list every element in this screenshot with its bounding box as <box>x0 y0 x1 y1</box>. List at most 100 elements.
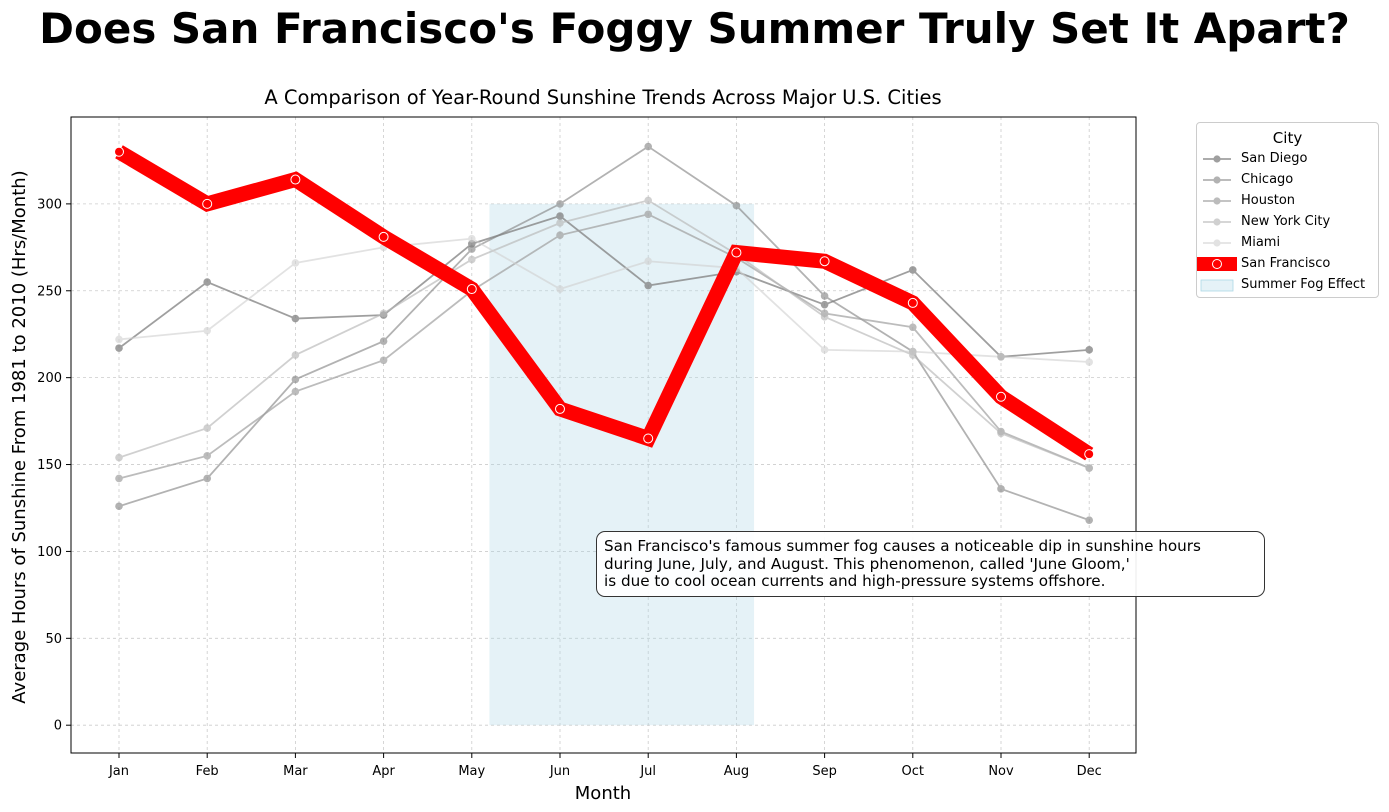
data-point <box>291 259 300 267</box>
data-point <box>291 314 300 323</box>
data-point <box>997 485 1005 493</box>
data-point <box>203 474 211 483</box>
data-point <box>555 403 565 414</box>
data-point <box>379 309 388 318</box>
data-point <box>115 502 123 511</box>
data-point <box>114 146 124 157</box>
legend-glyph <box>1203 197 1231 205</box>
data-point <box>1085 346 1093 354</box>
data-point <box>909 323 917 332</box>
data-point <box>1085 464 1093 472</box>
data-point <box>378 231 389 242</box>
x-tick-label: Sep <box>812 764 837 779</box>
data-point <box>909 347 917 356</box>
data-point <box>556 231 564 239</box>
series-line-chicago <box>118 145 1090 521</box>
y-tick-label: 50 <box>45 632 62 647</box>
legend-label: Miami <box>1241 235 1281 250</box>
legend-label: San Diego <box>1241 151 1308 166</box>
legend-marker <box>1213 239 1221 247</box>
data-point <box>997 353 1005 361</box>
data-point <box>203 424 211 432</box>
legend-item: San Francisco <box>1197 254 1378 275</box>
y-tick-label: 300 <box>37 197 62 212</box>
series-line-san-diego <box>118 215 1090 358</box>
chart-title: A Comparison of Year-Round Sunshine Tren… <box>264 86 941 109</box>
data-point <box>379 356 388 365</box>
legend-label: San Francisco <box>1241 256 1331 271</box>
data-point <box>203 326 211 335</box>
data-point <box>820 300 829 309</box>
series-line-new-york-city <box>118 199 1090 469</box>
data-point <box>644 142 652 151</box>
data-point <box>556 200 564 208</box>
legend-swatch <box>1197 257 1237 271</box>
data-point <box>202 198 213 209</box>
legend-label: New York City <box>1241 214 1331 229</box>
data-point <box>115 344 123 352</box>
x-tick-label: Jan <box>108 764 129 779</box>
data-point <box>820 313 829 321</box>
data-point <box>1084 449 1095 460</box>
data-point <box>379 337 388 345</box>
data-point <box>468 240 476 248</box>
data-point <box>291 387 300 396</box>
legend-marker <box>1213 155 1221 163</box>
legend-swatch <box>1200 279 1234 292</box>
data-point <box>203 278 211 286</box>
data-point <box>643 433 654 444</box>
legend-glyph <box>1203 155 1231 163</box>
legend-item: Chicago <box>1197 170 1378 191</box>
data-point <box>556 212 564 220</box>
series-line-houston <box>118 213 1090 480</box>
legend-marker <box>1213 218 1221 226</box>
data-point <box>556 219 564 227</box>
x-tick-label: Aug <box>724 764 749 779</box>
legend-swatch <box>1203 176 1231 184</box>
x-tick-label: Dec <box>1077 764 1102 779</box>
legend-item: New York City <box>1197 212 1378 233</box>
series-san-francisco <box>114 145 1095 461</box>
legend-marker <box>1213 197 1221 205</box>
y-tick-label: 100 <box>37 545 62 560</box>
data-point <box>291 351 300 359</box>
data-point <box>644 257 652 266</box>
data-point <box>290 174 301 185</box>
y-tick-label: 250 <box>37 284 62 299</box>
series-line-miami <box>118 237 1090 363</box>
x-tick-label: Nov <box>988 764 1014 779</box>
axes: 0 50 100 150 200 250 300 Jan Feb Mar Apr May Jun Jul A… <box>37 116 1137 779</box>
figure-title: Does San Francisco's Foggy Summer Truly … <box>39 4 1350 53</box>
data-point <box>468 245 476 253</box>
legend-item: Houston <box>1197 191 1378 212</box>
legend-swatch <box>1203 155 1231 163</box>
legend-glyph <box>1203 176 1231 184</box>
data-point <box>819 256 830 267</box>
data-point <box>909 266 917 274</box>
legend-glyph <box>1203 218 1231 226</box>
legend: City San Diego Chicago Houston New York Cit… <box>1196 122 1379 298</box>
data-point <box>1085 516 1093 524</box>
legend-patch <box>1200 279 1234 292</box>
data-point <box>907 297 918 308</box>
data-point <box>466 284 477 295</box>
data-point <box>644 210 652 219</box>
fog-annotation: San Francisco's famous summer fog causes… <box>596 531 1265 597</box>
data-point <box>556 285 564 293</box>
data-point <box>644 281 652 290</box>
legend-label: Chicago <box>1241 172 1294 187</box>
x-tick-label: Mar <box>283 764 308 779</box>
data-point <box>115 335 123 344</box>
data-point <box>731 247 742 258</box>
data-point <box>468 255 476 264</box>
legend-swatch <box>1203 197 1231 205</box>
summer-fog-region <box>489 203 755 726</box>
legend-label: Summer Fog Effect <box>1241 277 1366 292</box>
series-line-san-francisco <box>115 145 1094 461</box>
data-point <box>115 474 123 483</box>
x-axis-label: Month <box>575 783 631 804</box>
x-tick-label: Jul <box>639 764 656 779</box>
y-tick-label: 200 <box>37 371 62 386</box>
series-layer <box>114 142 1095 524</box>
